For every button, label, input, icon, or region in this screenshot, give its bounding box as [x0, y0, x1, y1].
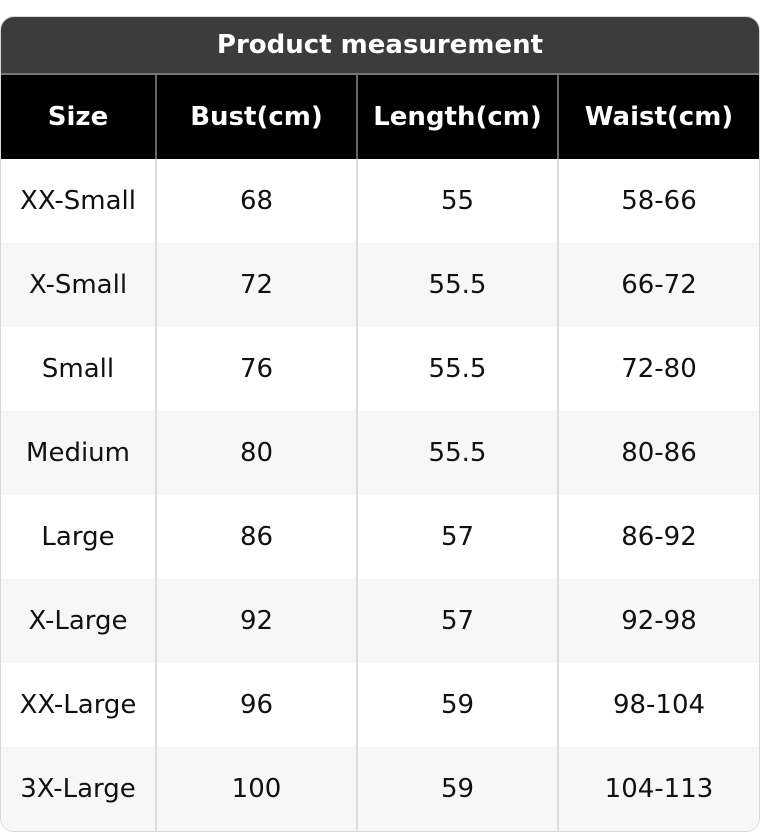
table-row: 3X-Large 100 59 104-113	[1, 747, 759, 831]
header-size: Size	[1, 75, 156, 159]
table-row: X-Small 72 55.5 66-72	[1, 243, 759, 327]
cell-bust: 80	[155, 411, 357, 495]
cell-length: 55	[356, 159, 558, 243]
cell-length: 59	[356, 747, 558, 831]
table-row: XX-Large 96 59 98-104	[1, 663, 759, 747]
cell-waist: 104-113	[557, 747, 759, 831]
header-bust: Bust(cm)	[155, 75, 357, 159]
table-row: Small 76 55.5 72-80	[1, 327, 759, 411]
cell-waist: 80-86	[557, 411, 759, 495]
cell-waist: 72-80	[557, 327, 759, 411]
header-length: Length(cm)	[356, 75, 558, 159]
cell-waist: 66-72	[557, 243, 759, 327]
cell-bust: 100	[155, 747, 357, 831]
cell-size: XX-Large	[19, 690, 137, 720]
cell-waist: 92-98	[557, 579, 759, 663]
cell-size: XX-Small	[20, 186, 136, 216]
table-row: Large 86 57 86-92	[1, 495, 759, 579]
header-waist: Waist(cm)	[557, 75, 759, 159]
cell-bust: 86	[155, 495, 357, 579]
cell-bust: 68	[155, 159, 357, 243]
cell-size: Large	[41, 522, 115, 552]
table-row: Medium 80 55.5 80-86	[1, 411, 759, 495]
cell-bust: 76	[155, 327, 357, 411]
cell-length: 57	[356, 579, 558, 663]
header-row: Size Bust(cm) Length(cm) Waist(cm)	[1, 75, 759, 159]
cell-length: 55.5	[356, 243, 558, 327]
cell-length: 59	[356, 663, 558, 747]
cell-waist: 58-66	[557, 159, 759, 243]
cell-size: X-Large	[1, 579, 156, 663]
cell-bust: 96	[155, 663, 357, 747]
table-title: Product measurement	[1, 17, 759, 75]
cell-waist: 98-104	[557, 663, 759, 747]
size-table: Size Bust(cm) Length(cm) Waist(cm) XX-Sm…	[1, 75, 759, 831]
cell-bust: 92	[155, 579, 357, 663]
cell-bust: 72	[155, 243, 357, 327]
cell-size: X-Small	[1, 243, 156, 327]
cell-waist: 86-92	[557, 495, 759, 579]
cell-size: Small	[41, 354, 115, 384]
cell-length: 55.5	[356, 411, 558, 495]
measurement-card: Product measurement Size Bust(cm) Length…	[0, 16, 760, 832]
table-row: X-Large 92 57 92-98	[1, 579, 759, 663]
cell-length: 57	[356, 495, 558, 579]
cell-size: 3X-Large	[1, 747, 156, 831]
cell-size: Medium	[1, 411, 156, 495]
cell-length: 55.5	[356, 327, 558, 411]
table-row: XX-Small 68 55 58-66	[1, 159, 759, 243]
